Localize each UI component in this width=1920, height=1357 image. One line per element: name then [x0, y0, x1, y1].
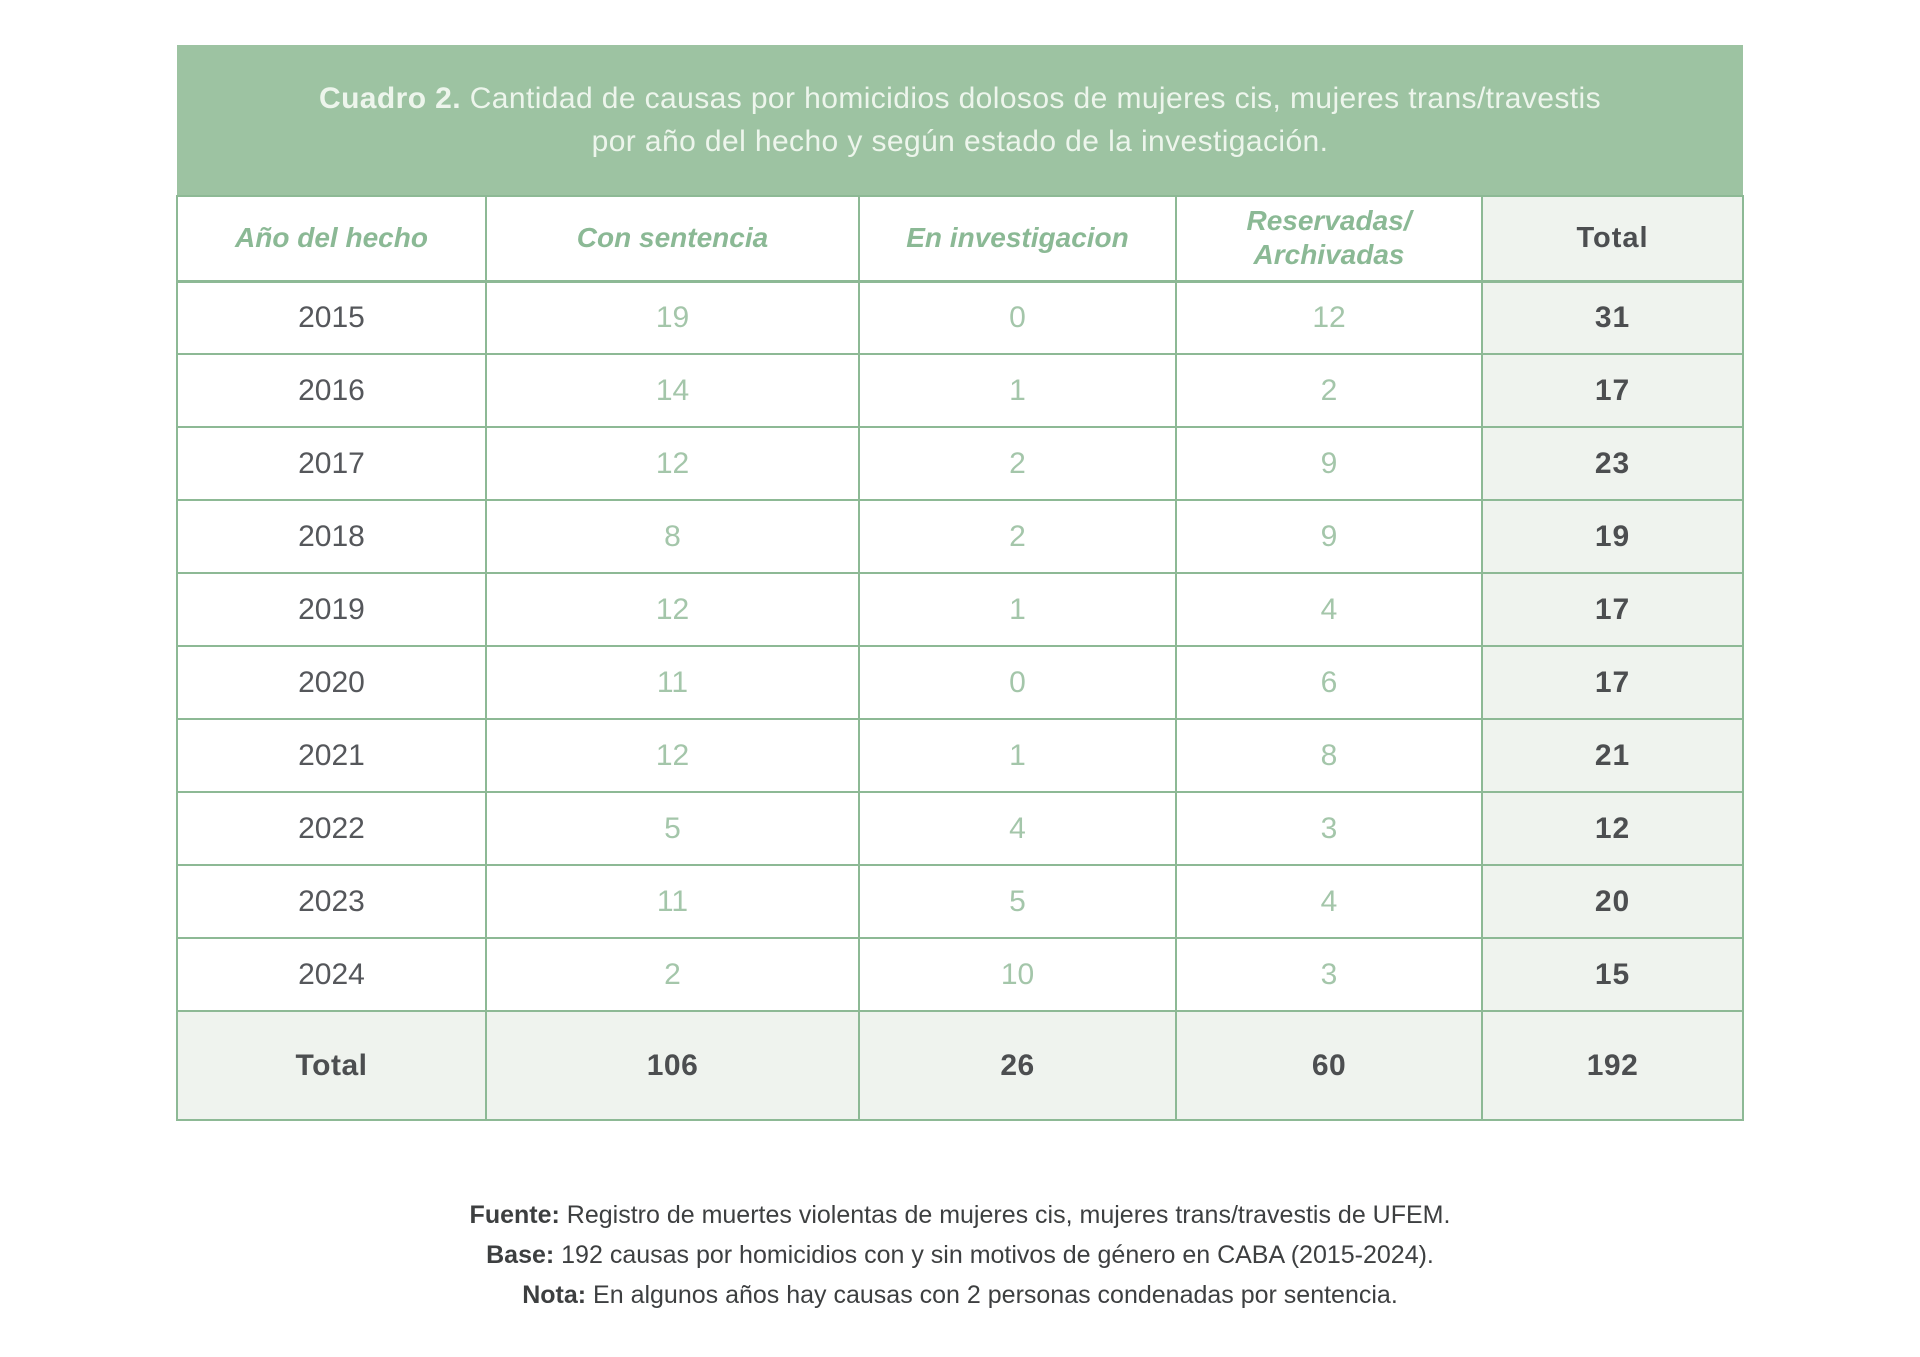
- table-row-2019: 2019 12 1 4 17: [176, 572, 1744, 647]
- row-total-cell: 31: [1481, 280, 1744, 355]
- en-investigacion-cell: 1: [858, 572, 1177, 647]
- en-investigacion-cell: 2: [858, 499, 1177, 574]
- table-row-2021: 2021 12 1 8 21: [176, 718, 1744, 793]
- con-sentencia-cell: 19: [485, 280, 860, 355]
- con-sentencia-cell: 8: [485, 499, 860, 574]
- en-investigacion-cell: 2: [858, 426, 1177, 501]
- table-caption-banner: Cuadro 2. Cantidad de causas por homicid…: [177, 45, 1743, 195]
- con-sentencia-cell: 14: [485, 353, 860, 428]
- total-en-investigacion-cell: 26: [858, 1010, 1177, 1121]
- total-reservadas-cell: 60: [1175, 1010, 1483, 1121]
- year-cell: 2019: [176, 572, 487, 647]
- en-investigacion-cell: 10: [858, 937, 1177, 1012]
- en-investigacion-cell: 5: [858, 864, 1177, 939]
- nota-note: Nota: En algunos años hay causas con 2 p…: [0, 1275, 1920, 1315]
- con-sentencia-cell: 12: [485, 426, 860, 501]
- cases-by-year-table: Año del hecho Con sentencia En investiga…: [176, 195, 1744, 1121]
- nota-text: En algunos años hay causas con 2 persona…: [593, 1281, 1398, 1309]
- column-header-total: Total: [1481, 195, 1744, 283]
- column-header-en-investigacion: En investigacion: [858, 195, 1177, 283]
- table-total-row: Total 106 26 60 192: [176, 1010, 1744, 1121]
- column-header-con-sentencia: Con sentencia: [485, 195, 860, 283]
- base-label: Base:: [486, 1241, 555, 1269]
- con-sentencia-cell: 11: [485, 864, 860, 939]
- table-caption-line2: por año del hecho y según estado de la i…: [591, 125, 1329, 158]
- table-row-2024: 2024 2 10 3 15: [176, 937, 1744, 1012]
- nota-label: Nota:: [522, 1281, 587, 1309]
- year-cell: 2017: [176, 426, 487, 501]
- row-total-cell: 12: [1481, 791, 1744, 866]
- total-label-cell: Total: [176, 1010, 487, 1121]
- en-investigacion-cell: 1: [858, 718, 1177, 793]
- reservadas-cell: 3: [1175, 937, 1483, 1012]
- table-notes: Fuente: Registro de muertes violentas de…: [0, 1195, 1920, 1315]
- row-total-cell: 21: [1481, 718, 1744, 793]
- con-sentencia-cell: 12: [485, 718, 860, 793]
- table-header-row: Año del hecho Con sentencia En investiga…: [176, 195, 1744, 283]
- row-total-cell: 20: [1481, 864, 1744, 939]
- en-investigacion-cell: 4: [858, 791, 1177, 866]
- year-cell: 2021: [176, 718, 487, 793]
- source-note: Fuente: Registro de muertes violentas de…: [0, 1195, 1920, 1235]
- table-caption-line1: Cantidad de causas por homicidios doloso…: [469, 82, 1601, 115]
- table-row-2016: 2016 14 1 2 17: [176, 353, 1744, 428]
- source-text: Registro de muertes violentas de mujeres…: [566, 1201, 1451, 1229]
- row-total-cell: 19: [1481, 499, 1744, 574]
- table-row-2022: 2022 5 4 3 12: [176, 791, 1744, 866]
- en-investigacion-cell: 0: [858, 280, 1177, 355]
- column-header-reservadas-archivadas: Reservadas/ Archivadas: [1175, 195, 1483, 283]
- year-cell: 2023: [176, 864, 487, 939]
- column-header-reservadas-line1: Reservadas/: [1246, 205, 1412, 237]
- year-cell: 2020: [176, 645, 487, 720]
- table-row-2018: 2018 8 2 9 19: [176, 499, 1744, 574]
- total-con-sentencia-cell: 106: [485, 1010, 860, 1121]
- table-row-2015: 2015 19 0 12 31: [176, 280, 1744, 355]
- document-page: Cuadro 2. Cantidad de causas por homicid…: [0, 45, 1920, 1315]
- reservadas-cell: 9: [1175, 499, 1483, 574]
- row-total-cell: 15: [1481, 937, 1744, 1012]
- con-sentencia-cell: 5: [485, 791, 860, 866]
- reservadas-cell: 2: [1175, 353, 1483, 428]
- column-header-year: Año del hecho: [176, 195, 487, 283]
- table-caption: Cuadro 2. Cantidad de causas por homicid…: [319, 77, 1601, 163]
- table-number-label: Cuadro 2.: [319, 82, 461, 115]
- year-cell: 2016: [176, 353, 487, 428]
- reservadas-cell: 12: [1175, 280, 1483, 355]
- reservadas-cell: 8: [1175, 718, 1483, 793]
- en-investigacion-cell: 1: [858, 353, 1177, 428]
- con-sentencia-cell: 12: [485, 572, 860, 647]
- source-label: Fuente:: [469, 1201, 560, 1229]
- en-investigacion-cell: 0: [858, 645, 1177, 720]
- table-row-2017: 2017 12 2 9 23: [176, 426, 1744, 501]
- column-header-reservadas-line2: Archivadas: [1253, 239, 1405, 271]
- base-text: 192 causas por homicidios con y sin moti…: [561, 1241, 1434, 1269]
- table-row-2023: 2023 11 5 4 20: [176, 864, 1744, 939]
- row-total-cell: 17: [1481, 353, 1744, 428]
- reservadas-cell: 4: [1175, 864, 1483, 939]
- row-total-cell: 17: [1481, 572, 1744, 647]
- reservadas-cell: 4: [1175, 572, 1483, 647]
- reservadas-cell: 9: [1175, 426, 1483, 501]
- reservadas-cell: 3: [1175, 791, 1483, 866]
- row-total-cell: 17: [1481, 645, 1744, 720]
- year-cell: 2024: [176, 937, 487, 1012]
- con-sentencia-cell: 2: [485, 937, 860, 1012]
- con-sentencia-cell: 11: [485, 645, 860, 720]
- reservadas-cell: 6: [1175, 645, 1483, 720]
- year-cell: 2015: [176, 280, 487, 355]
- year-cell: 2022: [176, 791, 487, 866]
- grand-total-cell: 192: [1481, 1010, 1744, 1121]
- base-note: Base: 192 causas por homicidios con y si…: [0, 1235, 1920, 1275]
- row-total-cell: 23: [1481, 426, 1744, 501]
- table-row-2020: 2020 11 0 6 17: [176, 645, 1744, 720]
- year-cell: 2018: [176, 499, 487, 574]
